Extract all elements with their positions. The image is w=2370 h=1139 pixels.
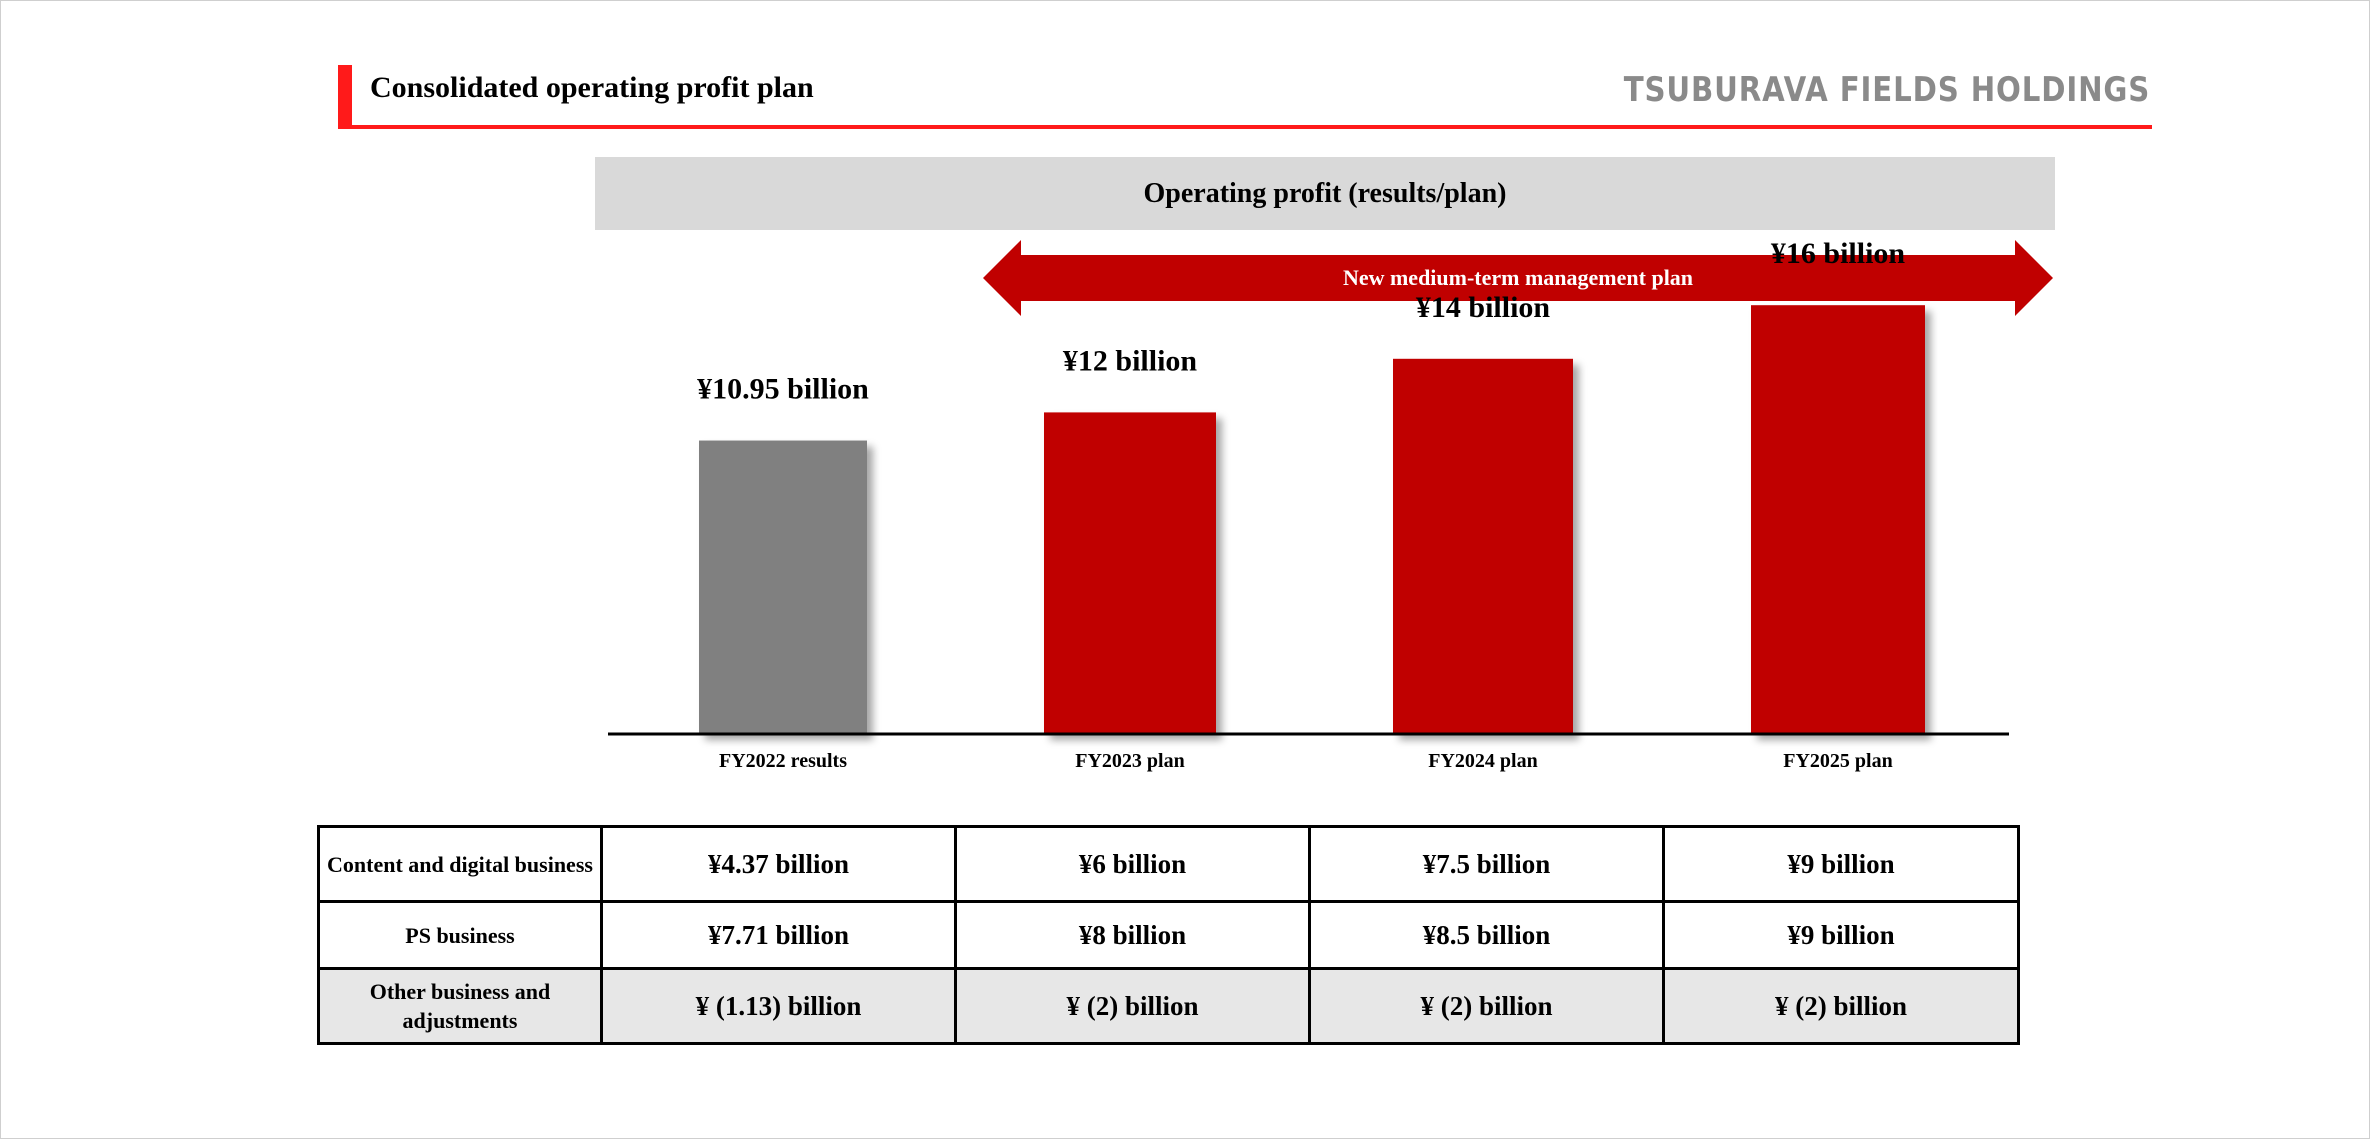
data-label: ¥14 billion xyxy=(1416,291,1551,324)
row-header: Content and digital business xyxy=(317,825,603,903)
ps-business-row: PS business ¥7.71 billion ¥8 billion ¥8.5 b… xyxy=(317,900,2020,970)
title-accent-bar xyxy=(338,65,352,129)
bar-fy2024-plan xyxy=(1393,358,1573,734)
data-label: ¥16 billion xyxy=(1771,237,1906,270)
table-cell: ¥ (2) billion xyxy=(1662,967,2020,1045)
row-header: PS business xyxy=(317,900,603,970)
table-cell: ¥8.5 billion xyxy=(1308,900,1665,970)
table-cell: ¥7.71 billion xyxy=(600,900,957,970)
bar-fy2023-plan xyxy=(1044,412,1216,734)
plan-period-arrow xyxy=(983,240,2053,316)
table-cell: ¥4.37 billion xyxy=(600,825,957,903)
header-rule xyxy=(338,125,2152,129)
table-cell: ¥9 billion xyxy=(1662,900,2020,970)
table-cell: ¥ (2) billion xyxy=(1308,967,1665,1045)
plan-period-arrow-label: New medium-term management plan xyxy=(983,240,2053,316)
content-digital-row: Content and digital business ¥4.37 billio… xyxy=(317,825,2020,903)
table-cell: ¥7.5 billion xyxy=(1308,825,1665,903)
operating-profit-chart: ¥10.95 billion FY2022 results ¥12 billion F… xyxy=(608,237,2009,772)
data-label: ¥10.95 billion xyxy=(697,373,869,406)
chart-title-banner: Operating profit (results/plan) xyxy=(595,157,2055,230)
table-cell: ¥9 billion xyxy=(1662,825,2020,903)
plan-period-arrow-text: New medium-term management plan xyxy=(1342,265,1694,290)
table-cell: ¥8 billion xyxy=(954,900,1311,970)
segment-breakdown-table: Content and digital business ¥4.37 billio… xyxy=(317,825,2020,1045)
table-cell: ¥ (2) billion xyxy=(954,967,1311,1045)
x-tick-label: FY2025 plan xyxy=(1783,750,1892,772)
row-header: Other business and adjustments xyxy=(317,967,603,1045)
bar-fy2022-results xyxy=(699,440,867,734)
company-logo: TSUBURAVA FIELDS HOLDINGS xyxy=(1623,70,2150,110)
chart-title: Operating profit (results/plan) xyxy=(1143,177,1507,209)
data-label: ¥12 billion xyxy=(1063,344,1198,377)
x-tick-label: FY2022 results xyxy=(719,750,847,772)
x-tick-label: FY2024 plan xyxy=(1428,750,1537,772)
other-adjustments-row: Other business and adjustments ¥ (1.13) b… xyxy=(317,967,2020,1045)
slide-title: Consolidated operating profit plan xyxy=(370,71,814,104)
x-tick-label: FY2023 plan xyxy=(1075,750,1184,772)
bar-fy2025-plan xyxy=(1751,305,1925,734)
table-cell: ¥6 billion xyxy=(954,825,1311,903)
table-cell: ¥ (1.13) billion xyxy=(600,967,957,1045)
